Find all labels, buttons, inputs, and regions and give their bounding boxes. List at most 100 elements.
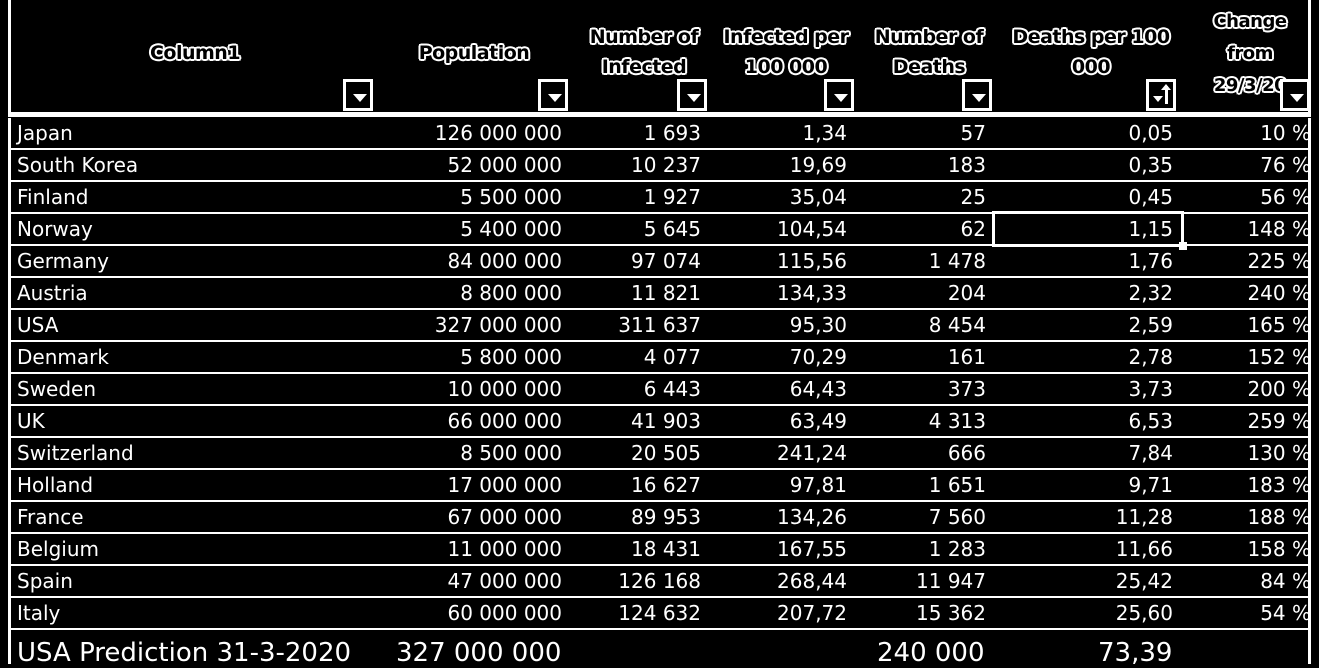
cell-infected[interactable]: 1 693 [643,121,701,145]
cell-infected-per[interactable]: 70,29 [789,345,847,369]
cell-infected-per[interactable]: 64,43 [789,377,847,401]
cell-infected[interactable]: 18 431 [631,537,701,561]
table-row[interactable]: Denmark 5 800 000 4 077 70,29 161 2,78 152 % [8,342,1311,374]
cell-deaths-per[interactable]: 9,71 [1128,473,1173,497]
cell-infected-per[interactable]: 241,24 [777,441,847,465]
cell-deaths-per[interactable]: 7,84 [1128,441,1173,465]
cell-country[interactable]: Sweden [17,377,97,401]
cell-country[interactable]: Belgium [17,537,99,561]
cell-population[interactable]: 5 400 000 [460,217,562,241]
cell-country[interactable]: South Korea [17,153,139,177]
cell-change[interactable]: 76 % [1260,153,1311,177]
table-row[interactable]: Switzerland 8 500 000 20 505 241,24 666 7,84 1… [8,438,1311,470]
table-row[interactable]: France 67 000 000 89 953 134,26 7 560 11,28 18… [8,502,1311,534]
cell-deaths[interactable]: 1 478 [928,249,986,273]
filter-dropdown-infected-icon[interactable] [677,79,707,111]
cell-change[interactable]: 165 % [1247,313,1311,337]
cell-change[interactable]: 188 % [1247,505,1311,529]
cell-change[interactable]: 54 % [1260,601,1311,625]
table-row[interactable]: Austria 8 800 000 11 821 134,33 204 2,32 240 % [8,278,1311,310]
cell-infected[interactable]: 97 074 [631,249,701,273]
cell-deaths[interactable]: 15 362 [916,601,986,625]
cell-deaths[interactable]: 183 [947,153,986,177]
table-row[interactable]: Norway 5 400 000 5 645 104,54 62 1,15 148 % [8,214,1311,246]
cell-change[interactable]: 152 % [1247,345,1311,369]
cell-change[interactable]: 183 % [1247,473,1311,497]
cell-country[interactable]: Austria [17,281,88,305]
cell-population[interactable]: 52 000 000 [447,153,562,177]
cell-population[interactable]: 10 000 000 [447,377,562,401]
cell-infected[interactable]: 20 505 [631,441,701,465]
cell-population[interactable]: 67 000 000 [447,505,562,529]
table-row[interactable]: UK 66 000 000 41 903 63,49 4 313 6,53 259 % [8,406,1311,438]
cell-infected-per[interactable]: 97,81 [789,473,847,497]
cell-country[interactable]: Finland [17,185,89,209]
cell-infected[interactable]: 311 637 [618,313,701,337]
filter-dropdown-column1-icon[interactable] [343,79,373,111]
cell-infected[interactable]: 6 443 [643,377,701,401]
cell-infected-per[interactable]: 35,04 [789,185,847,209]
cell-infected-per[interactable]: 104,54 [777,217,847,241]
filter-dropdown-change-icon[interactable] [1280,79,1310,111]
cell-infected-per[interactable]: 134,33 [777,281,847,305]
cell-country[interactable]: UK [17,409,45,433]
cell-deaths[interactable]: 4 313 [928,409,986,433]
table-row[interactable]: Italy 60 000 000 124 632 207,72 15 362 25,60 5… [8,598,1311,630]
table-row[interactable]: South Korea 52 000 000 10 237 19,69 183 0,35 7… [8,150,1311,182]
cell-change[interactable]: 148 % [1247,217,1311,241]
cell-infected[interactable]: 11 821 [631,281,701,305]
cell-infected[interactable]: 10 237 [631,153,701,177]
cell-country[interactable]: Switzerland [17,441,134,465]
cell-infected[interactable]: 16 627 [631,473,701,497]
cell-deaths[interactable]: 204 [947,281,986,305]
cell-change[interactable]: 240 % [1247,281,1311,305]
cell-population[interactable]: 84 000 000 [447,249,562,273]
filter-dropdown-population-icon[interactable] [538,79,568,111]
cell-infected-per[interactable]: 63,49 [789,409,847,433]
cell-deaths-per[interactable]: 11,66 [1115,537,1173,561]
cell-deaths-per[interactable]: 2,78 [1128,345,1173,369]
filter-dropdown-deaths-icon[interactable] [962,79,992,111]
cell-infected-per[interactable]: 19,69 [789,153,847,177]
cell-infected-per[interactable]: 167,55 [777,537,847,561]
cell-country[interactable]: Italy [17,601,61,625]
cell-country[interactable]: Norway [17,217,93,241]
cell-population[interactable]: 11 000 000 [447,537,562,561]
cell-population[interactable]: 8 800 000 [460,281,562,305]
cell-deaths[interactable]: 57 [960,121,986,145]
cell-deaths-per[interactable]: 2,59 [1128,313,1173,337]
cell-population[interactable]: 66 000 000 [447,409,562,433]
cell-deaths-per[interactable]: 25,60 [1115,601,1173,625]
cell-infected-per[interactable]: 115,56 [777,249,847,273]
cell-deaths-per[interactable]: 3,73 [1128,377,1173,401]
cell-change[interactable]: 84 % [1260,569,1311,593]
cell-infected-per[interactable]: 95,30 [789,313,847,337]
cell-infected[interactable]: 41 903 [631,409,701,433]
cell-infected-per[interactable]: 134,26 [777,505,847,529]
prediction-row[interactable]: USA Prediction 31-3-2020 327 000 000 240… [8,630,1311,668]
cell-deaths-per[interactable]: 0,45 [1128,185,1173,209]
cell-infected[interactable]: 124 632 [618,601,701,625]
cell-infected-per[interactable]: 268,44 [777,569,847,593]
cell-country[interactable]: Germany [17,249,109,273]
cell-country[interactable]: Japan [17,121,73,145]
table-row[interactable]: Spain 47 000 000 126 168 268,44 11 947 25,42 8… [8,566,1311,598]
cell-change[interactable]: 10 % [1260,121,1311,145]
cell-deaths-per[interactable]: 6,53 [1128,409,1173,433]
cell-population[interactable]: 5 500 000 [460,185,562,209]
cell-change[interactable]: 225 % [1247,249,1311,273]
table-row[interactable]: Sweden 10 000 000 6 443 64,43 373 3,73 200 % [8,374,1311,406]
fill-handle[interactable] [1179,242,1187,250]
cell-deaths-per[interactable]: 0,35 [1128,153,1173,177]
cell-country[interactable]: Holland [17,473,94,497]
cell-deaths[interactable]: 666 [947,441,986,465]
cell-deaths[interactable]: 7 560 [928,505,986,529]
table-row[interactable]: Germany 84 000 000 97 074 115,56 1 478 1,76 22… [8,246,1311,278]
cell-deaths-per[interactable]: 1,15 [1128,217,1173,241]
cell-change[interactable]: 259 % [1247,409,1311,433]
filter-dropdown-infected-per-icon[interactable] [824,79,854,111]
cell-infected[interactable]: 89 953 [631,505,701,529]
table-row[interactable]: Japan 126 000 000 1 693 1,34 57 0,05 10 % [8,118,1311,150]
cell-change[interactable]: 130 % [1247,441,1311,465]
cell-population[interactable]: 5 800 000 [460,345,562,369]
